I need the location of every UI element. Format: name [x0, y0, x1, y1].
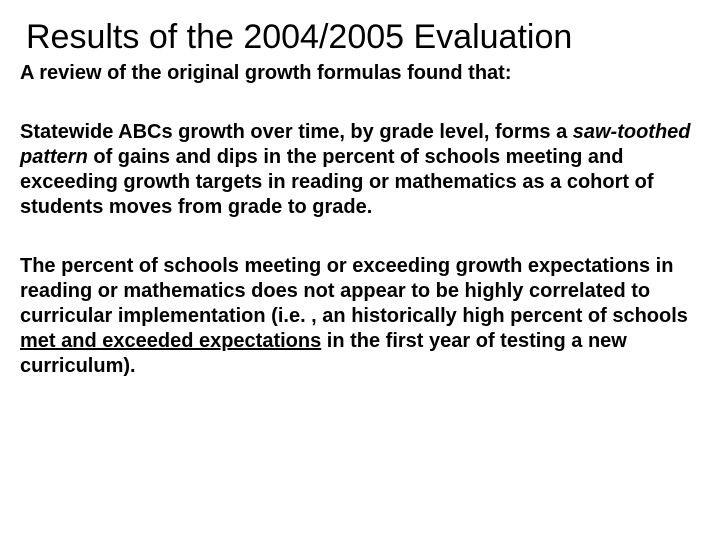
slide: Results of the 2004/2005 Evaluation A re…: [0, 0, 720, 540]
para2-underlined-phrase: met and exceeded expectations: [20, 330, 321, 352]
para2-text-before: The percent of schools meeting or exceed…: [20, 255, 688, 327]
slide-title: Results of the 2004/2005 Evaluation: [26, 18, 700, 57]
para1-text-before: Statewide ABCs growth over time, by grad…: [20, 121, 573, 143]
paragraph-2: The percent of schools meeting or exceed…: [20, 254, 700, 379]
para1-text-after: of gains and dips in the percent of scho…: [20, 146, 653, 218]
intro-text: A review of the original growth formulas…: [20, 61, 700, 86]
paragraph-1: Statewide ABCs growth over time, by grad…: [20, 120, 700, 220]
